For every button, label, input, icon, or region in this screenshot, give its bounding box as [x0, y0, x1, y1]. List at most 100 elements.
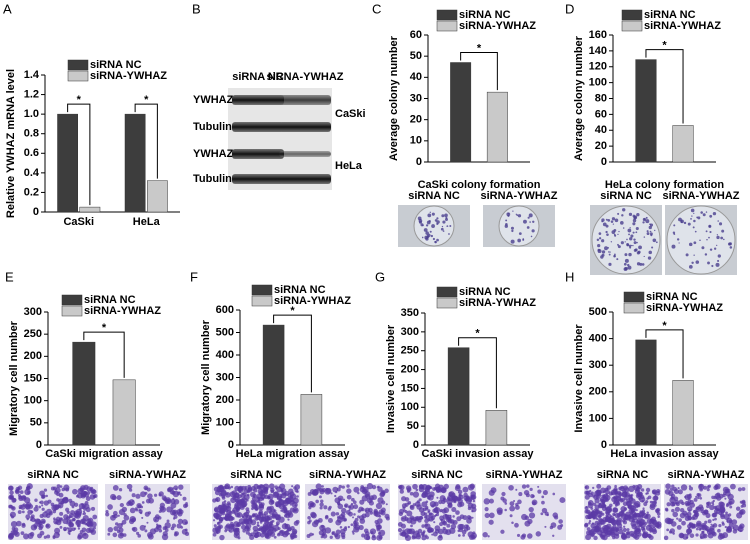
cell [263, 529, 269, 536]
y-tick-label: 100 [589, 77, 607, 89]
colony [673, 224, 676, 227]
cell [537, 485, 540, 488]
cell [239, 504, 245, 510]
colony [621, 214, 624, 217]
colony [691, 215, 693, 217]
cell [623, 507, 628, 511]
cell [381, 489, 385, 494]
cell [29, 531, 35, 537]
colony [720, 236, 724, 240]
cell [54, 487, 61, 494]
cell [635, 492, 642, 499]
cell [63, 526, 68, 531]
cell [129, 507, 136, 514]
cell [364, 512, 370, 518]
colony [624, 253, 628, 257]
cell [78, 507, 82, 511]
cell [134, 507, 138, 511]
cell [242, 529, 246, 533]
colony [695, 260, 700, 264]
cell [591, 494, 596, 498]
colony [693, 241, 697, 245]
cell [404, 502, 409, 507]
cell [684, 513, 689, 518]
y-tick-label: 20 [595, 140, 607, 152]
colony [613, 255, 616, 257]
cell [317, 517, 323, 523]
cell [228, 514, 231, 517]
y-tick-label: 50 [407, 420, 419, 432]
cell [255, 531, 262, 538]
y-axis-label: Relative YWHAZ mRNA level [5, 69, 17, 218]
y-axis-label: Average colony number [573, 35, 585, 161]
colony [607, 219, 611, 222]
legend-label: siRNA NC [644, 9, 696, 21]
colony [431, 212, 435, 216]
cell [722, 493, 726, 498]
colony [706, 239, 708, 241]
band [232, 174, 284, 184]
cell [409, 491, 414, 496]
cell [62, 518, 69, 525]
cell [366, 482, 374, 490]
cell [315, 499, 319, 504]
colony [690, 217, 692, 220]
cell [329, 535, 333, 539]
cell [406, 517, 413, 524]
cell [701, 530, 705, 534]
colony [683, 221, 687, 225]
cell [423, 512, 428, 516]
cell [726, 488, 731, 493]
lane-label: siRNA-YWHAZ [267, 71, 344, 83]
cell [417, 518, 422, 523]
cell [272, 509, 275, 513]
colony [672, 231, 676, 234]
cell [45, 524, 50, 528]
cell [400, 523, 406, 529]
colony [690, 208, 695, 213]
cell [46, 508, 53, 515]
colony [441, 214, 445, 218]
cell [724, 525, 727, 529]
cell [338, 514, 345, 520]
band [232, 149, 284, 159]
colony [418, 219, 423, 223]
band [279, 174, 331, 184]
cell [132, 526, 138, 532]
cell [39, 513, 44, 519]
cell [528, 512, 536, 519]
cell [43, 500, 49, 506]
cell [425, 507, 429, 511]
legend-label: siRNA NC [459, 9, 511, 21]
cell [699, 536, 703, 539]
cell [351, 497, 355, 502]
colony [715, 262, 720, 267]
significance-bracket [67, 103, 91, 206]
cell [90, 506, 96, 511]
cell [309, 502, 314, 507]
cell [290, 533, 295, 538]
cell [342, 498, 346, 501]
cell [184, 531, 190, 537]
cell [527, 518, 533, 525]
cell [729, 505, 733, 509]
cell [169, 489, 175, 495]
cell [347, 525, 350, 529]
cell [639, 522, 644, 526]
cell [25, 514, 31, 520]
image-label: siRNA-YWHAZ [486, 469, 563, 481]
cell [331, 532, 335, 535]
cell [135, 493, 141, 499]
cell [319, 487, 324, 493]
cell [514, 522, 519, 528]
cell [706, 501, 710, 506]
colony [436, 220, 440, 224]
cell [116, 495, 122, 501]
cell [716, 495, 722, 501]
cell [649, 519, 655, 525]
y-tick-label: 0.8 [24, 128, 39, 140]
cell [158, 528, 163, 533]
colony [445, 216, 448, 219]
cell [714, 517, 717, 521]
cell [720, 514, 725, 520]
